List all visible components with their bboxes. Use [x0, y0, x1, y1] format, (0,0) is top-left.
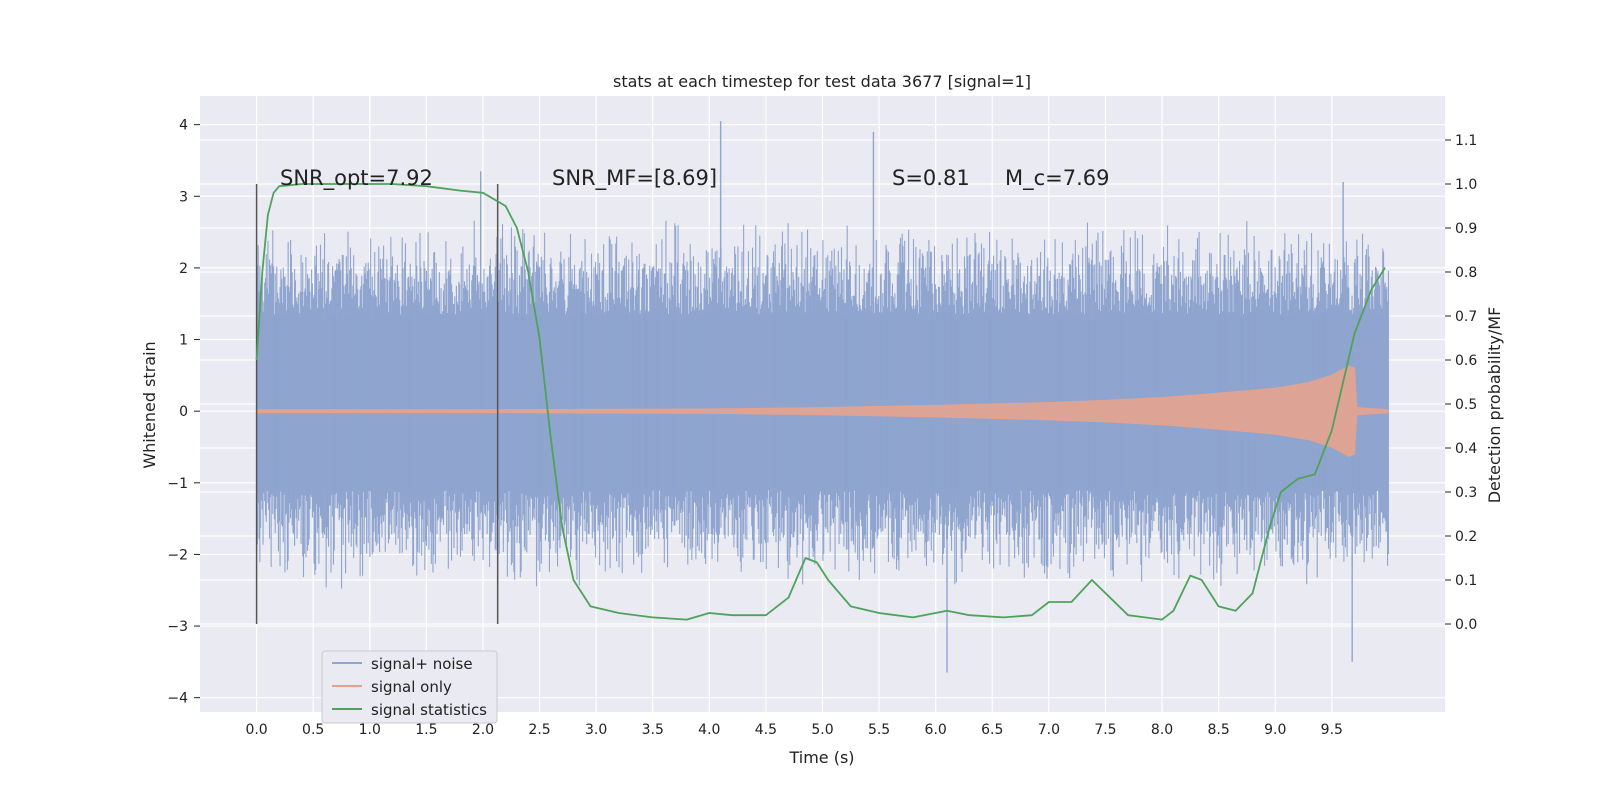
legend-box	[321, 650, 498, 724]
legend: signal+ noise signal only signal statist…	[321, 650, 498, 724]
y-tick-label-right: 0.3	[1455, 485, 1477, 501]
y-tick-label-right: 0.2	[1455, 529, 1477, 545]
y-tick-label-right: 0.9	[1455, 221, 1477, 237]
x-tick-label: 1.5	[415, 722, 437, 738]
y-tick-label-left: −3	[167, 619, 188, 635]
y-tick-label-left: −1	[167, 476, 188, 492]
legend-label-signal-only: signal only	[371, 678, 452, 696]
signal-statistics-series	[255, 183, 1386, 621]
x-tick-label: 0.5	[302, 722, 324, 738]
x-tick-label: 8.0	[1151, 722, 1173, 738]
y-tick-label-left: 4	[179, 118, 188, 134]
x-tick-label: 4.5	[755, 722, 777, 738]
y-tick-label-right: 0.1	[1455, 573, 1477, 589]
y-tick-label-right: 0.5	[1455, 397, 1477, 413]
x-tick-label: 2.0	[472, 722, 494, 738]
x-tick-label: 6.5	[981, 722, 1003, 738]
chart-title: stats at each timestep for test data 367…	[613, 72, 1031, 91]
y-tick-label-left: −2	[167, 547, 188, 563]
vertical-markers	[255, 184, 499, 624]
signal-statistics-line	[255, 183, 1386, 621]
x-tick-label: 5.0	[811, 722, 833, 738]
annotations: SNR_opt=7.92 SNR_MF=[8.69] S=0.81 M_c=7.…	[280, 166, 1110, 191]
annotation-s: S=0.81	[892, 166, 970, 190]
signal-only-series	[256, 365, 1389, 457]
y-tick-label-left: 2	[179, 261, 188, 277]
y-tick-label-right: 1.0	[1455, 177, 1477, 193]
x-tick-label: 9.0	[1264, 722, 1286, 738]
x-tick-label: 4.0	[698, 722, 720, 738]
tick-labels: 0.0 0.5 1.0 1.5 2.0 2.5 3.0 3.5 4.0 4.5 5.0 5.5 6.0 6…	[167, 118, 1477, 738]
signal-only-chirp	[256, 365, 1389, 457]
y-tick-label-right: 0.8	[1455, 265, 1477, 281]
x-tick-label: 5.5	[868, 722, 890, 738]
x-tick-label: 0.0	[245, 722, 267, 738]
x-tick-label: 8.5	[1208, 722, 1230, 738]
y-axis-label-right: Detection probability/MF	[1485, 307, 1504, 504]
y-tick-label-left: 0	[179, 404, 188, 420]
y-tick-label-right: 0.7	[1455, 309, 1477, 325]
legend-label-signal-statistics: signal statistics	[371, 701, 487, 719]
annotation-snr-opt: SNR_opt=7.92	[280, 166, 433, 191]
annotation-mc: M_c=7.69	[1005, 166, 1110, 191]
y-tick-label-right: 0.4	[1455, 441, 1477, 457]
x-tick-label: 3.5	[642, 722, 664, 738]
y-tick-label-left: 1	[179, 333, 188, 349]
x-tick-label: 9.5	[1321, 722, 1343, 738]
x-axis-label: Time (s)	[788, 748, 854, 767]
y-tick-label-left: −4	[167, 691, 188, 707]
y-tick-label-left: 3	[179, 189, 188, 205]
x-tick-label: 2.5	[528, 722, 550, 738]
x-tick-label: 1.0	[359, 722, 381, 738]
x-tick-label: 3.0	[585, 722, 607, 738]
y-tick-label-right: 1.1	[1455, 133, 1477, 149]
y-tick-label-right: 0.6	[1455, 353, 1477, 369]
x-tick-label: 7.0	[1038, 722, 1060, 738]
annotation-snr-mf: SNR_MF=[8.69]	[552, 166, 717, 191]
x-tick-label: 7.5	[1094, 722, 1116, 738]
legend-label-signal-noise: signal+ noise	[371, 655, 473, 673]
y-tick-label-right: 0.0	[1455, 617, 1477, 633]
x-tick-label: 6.0	[925, 722, 947, 738]
y-axis-label-left: Whitened strain	[140, 341, 159, 468]
